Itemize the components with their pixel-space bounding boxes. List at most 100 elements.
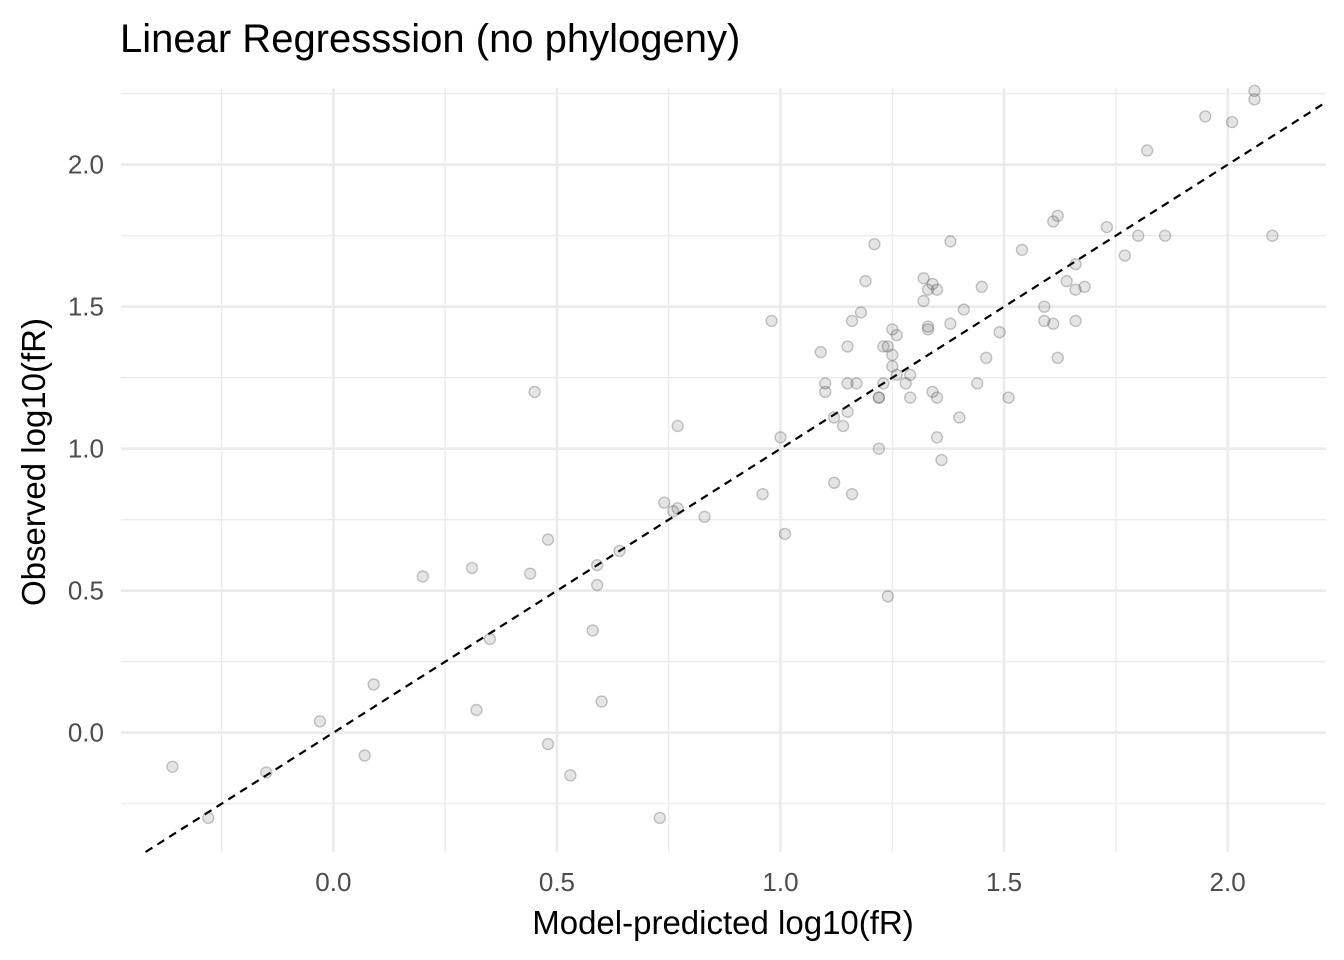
data-point-19: [613, 544, 626, 558]
data-point-66: [926, 385, 939, 399]
data-point-25: [698, 510, 711, 524]
data-point-43: [859, 274, 872, 288]
data-point-23: [671, 502, 684, 515]
data-point-68: [930, 391, 944, 404]
data-point-71: [944, 317, 957, 330]
data-point-34: [827, 411, 841, 424]
grid-lines: [121, 88, 1326, 852]
data-point-88: [1069, 314, 1082, 328]
data-point-1: [201, 811, 215, 825]
data-point-91: [1078, 280, 1091, 294]
x-tick-label: 1.5: [986, 867, 1022, 897]
data-point-5: [367, 678, 380, 691]
reference-line: [145, 101, 1327, 853]
data-point-14: [564, 769, 577, 782]
data-point-29: [778, 527, 792, 541]
data-point-100: [1248, 84, 1261, 98]
data-point-36: [841, 405, 854, 418]
data-point-83: [1047, 317, 1060, 330]
data-point-72: [944, 235, 957, 248]
data-point-101: [1266, 229, 1279, 242]
data-point-59: [903, 368, 917, 382]
data-point-26: [756, 487, 769, 501]
data-point-62: [921, 323, 935, 336]
data-point-6: [416, 570, 430, 583]
data-point-85: [1051, 209, 1064, 223]
data-point-79: [1002, 391, 1015, 404]
data-point-17: [590, 558, 604, 572]
x-tick-label: 1.0: [762, 867, 798, 897]
data-point-7: [465, 561, 479, 575]
data-point-41: [850, 377, 863, 390]
data-point-48: [877, 340, 890, 353]
x-tick-label: 2.0: [1210, 867, 1246, 897]
data-point-75: [971, 377, 984, 390]
data-point-74: [957, 303, 971, 316]
data-point-65: [926, 277, 939, 291]
data-point-52: [886, 348, 899, 362]
data-point-44: [868, 238, 881, 251]
data-point-15: [586, 624, 599, 637]
data-point-50: [881, 590, 895, 603]
data-point-22: [666, 504, 680, 518]
data-point-9: [483, 632, 497, 646]
x-tick-label: 0.0: [315, 867, 351, 897]
y-tick-label: 1.0: [68, 434, 104, 464]
data-point-35: [836, 419, 850, 433]
data-point-93: [1118, 249, 1131, 262]
data-point-8: [470, 703, 483, 717]
data-point-63: [921, 320, 935, 333]
data-point-84: [1047, 215, 1060, 228]
data-point-24: [671, 419, 684, 433]
data-point-31: [819, 385, 832, 399]
data-point-57: [899, 377, 912, 390]
data-point-99: [1248, 93, 1261, 106]
data-point-47: [872, 442, 886, 455]
data-point-4: [358, 749, 371, 762]
data-point-82: [1038, 314, 1051, 328]
data-point-53: [886, 323, 899, 336]
data-point-89: [1069, 257, 1082, 271]
data-point-39: [845, 487, 859, 501]
data-point-20: [653, 811, 666, 825]
chart-title: Linear Regresssion (no phylogeny): [120, 17, 740, 61]
data-point-38: [841, 340, 854, 353]
data-point-77: [979, 351, 993, 365]
data-point-90: [1069, 283, 1082, 296]
data-point-12: [541, 533, 555, 546]
data-point-60: [917, 294, 930, 308]
reference-line-layer: [145, 101, 1327, 853]
data-points: [166, 84, 1279, 825]
data-point-42: [854, 306, 868, 319]
y-tick-label: 2.0: [68, 150, 104, 180]
y-tick-label: 0.5: [68, 576, 104, 606]
data-point-94: [1132, 229, 1145, 242]
data-point-54: [886, 360, 899, 373]
data-point-73: [953, 411, 966, 424]
y-tick-label: 1.5: [68, 292, 104, 322]
data-point-18: [595, 695, 608, 708]
x-axis-title: Model-predicted log10(fR): [532, 904, 914, 941]
data-point-67: [930, 431, 944, 444]
data-point-70: [935, 453, 948, 467]
y-axis-title: Observed log10(fR): [15, 318, 52, 606]
y-tick-labels: 0.0 0.5 1.0 1.5 2.0: [68, 150, 104, 748]
data-point-28: [774, 431, 787, 444]
data-point-78: [993, 326, 1006, 339]
data-point-33: [827, 476, 841, 489]
data-point-92: [1100, 220, 1114, 234]
data-point-55: [890, 328, 903, 342]
data-point-32: [819, 377, 832, 390]
data-point-96: [1158, 229, 1172, 242]
x-tick-label: 0.5: [539, 867, 575, 897]
data-point-30: [814, 345, 827, 359]
data-point-37: [841, 377, 854, 390]
data-point-0: [166, 760, 179, 773]
data-point-2: [260, 766, 273, 779]
data-point-80: [1015, 243, 1029, 257]
data-point-86: [1051, 351, 1064, 365]
data-point-46: [872, 391, 886, 404]
data-point-69: [930, 283, 944, 296]
data-point-10: [523, 567, 537, 580]
